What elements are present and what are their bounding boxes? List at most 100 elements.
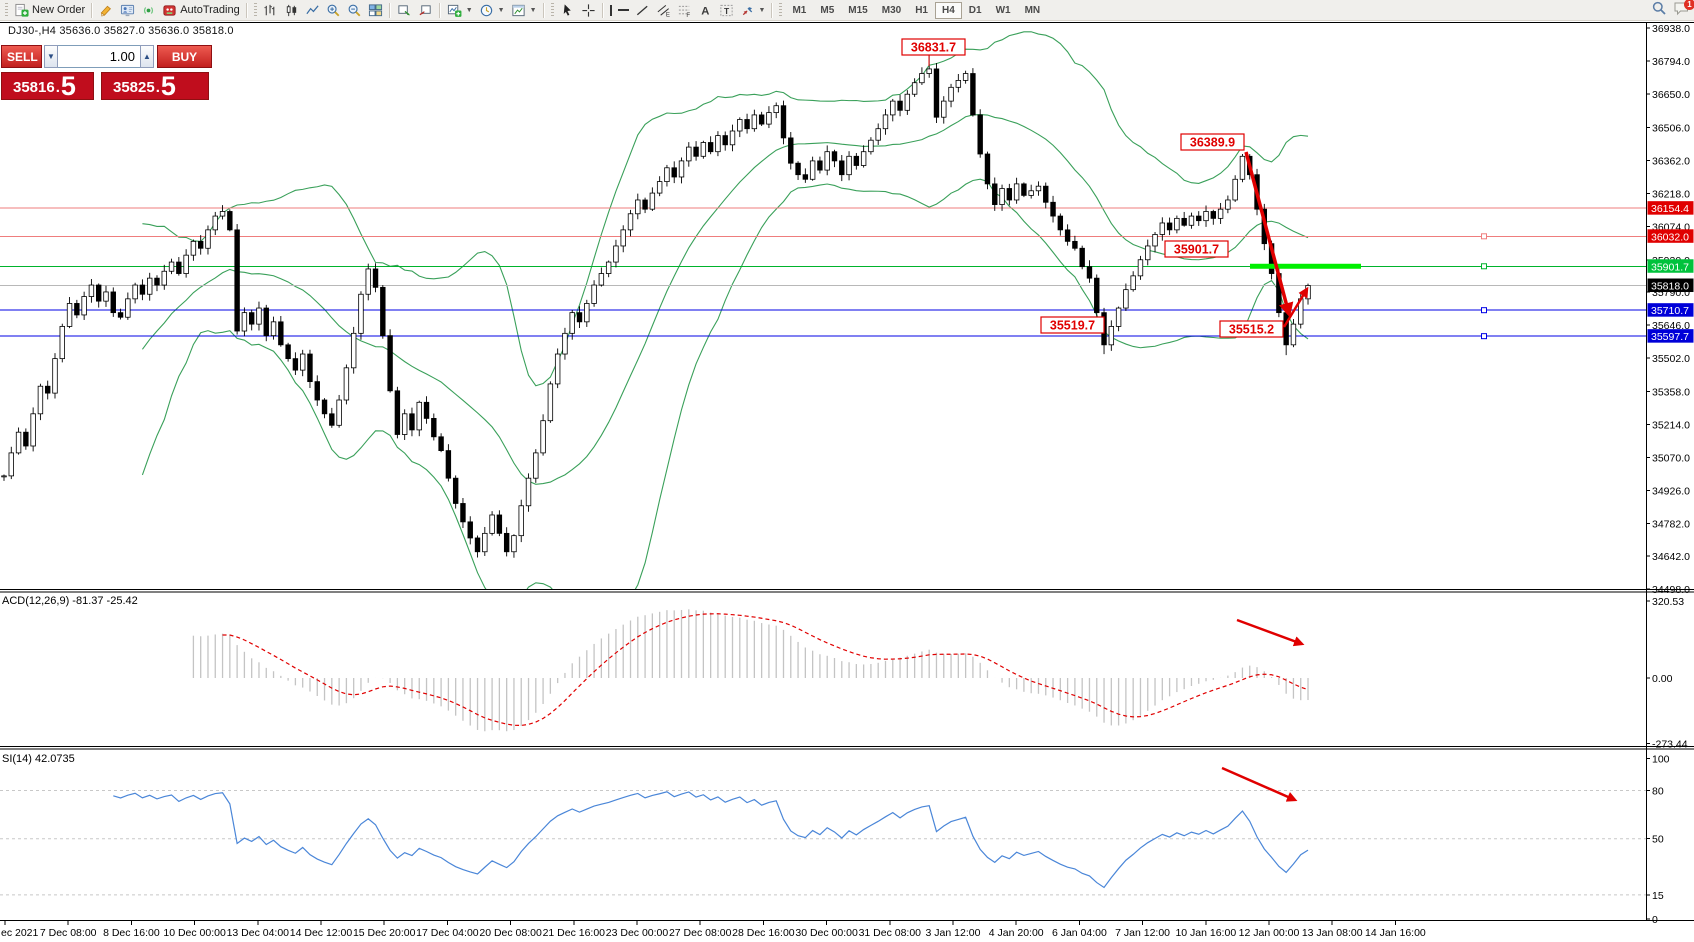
timeframe-h1-button[interactable]: H1 <box>915 4 928 16</box>
macd-axis-label: 320.53 <box>1652 596 1684 608</box>
time-axis-label: 10 Dec 00:00 <box>163 927 226 939</box>
metaeditor-button[interactable] <box>117 1 138 19</box>
sell-price-display[interactable]: 35816 . 5 <box>1 72 94 100</box>
dropdown-caret-icon[interactable]: ▼ <box>758 6 766 14</box>
cursor-tool-button[interactable] <box>557 1 578 19</box>
sell-button[interactable]: SELL <box>1 45 42 68</box>
bar-chart-mode-button[interactable] <box>260 1 281 19</box>
timeframe-m5-button[interactable]: M5 <box>820 4 835 16</box>
time-axis-label: 20 Dec 08:00 <box>479 927 542 939</box>
time-axis-label: 10 Jan 16:00 <box>1175 927 1236 939</box>
fibonacci-icon: F <box>677 3 692 18</box>
timeframe-m15-button[interactable]: M15 <box>848 4 868 16</box>
crayon-icon <box>99 3 114 18</box>
price-annotation-box[interactable] <box>901 38 966 56</box>
timeframe-h4-button[interactable]: H4 <box>934 1 962 19</box>
notifications-button[interactable]: 1 <box>1673 0 1694 21</box>
new-order-icon <box>14 3 29 18</box>
line-anchor-marker[interactable] <box>1481 263 1487 270</box>
trend-arrow[interactable] <box>1236 618 1305 647</box>
chart-shift-button[interactable] <box>415 1 436 19</box>
equidistant-channel-tool-button[interactable]: E <box>653 1 674 19</box>
vertical-line-tool-button[interactable] <box>607 1 615 19</box>
macd-signal-line <box>222 613 1309 727</box>
price-annotation-box[interactable] <box>1164 240 1229 258</box>
arrows-tool-button[interactable]: ▼ <box>737 1 769 19</box>
price-annotation-box[interactable] <box>1040 316 1105 334</box>
support-highlight-segment[interactable] <box>1250 263 1361 269</box>
toolbar-grip[interactable] <box>253 3 257 17</box>
timeframe-m30-button[interactable]: M30 <box>881 4 902 16</box>
line-anchor-marker[interactable] <box>1481 233 1487 240</box>
price-annotation-text: 35515.2 <box>1229 323 1274 337</box>
line-chart-mode-button[interactable] <box>302 1 323 19</box>
auto-scroll-icon <box>397 3 412 18</box>
timeframe-w1-button[interactable]: W1 <box>995 4 1011 16</box>
price-axis-tick-label: 36506.0 <box>1652 122 1690 134</box>
buy-price-fraction: 5 <box>160 71 176 101</box>
separator <box>771 2 774 18</box>
macd-axis-label: 0.00 <box>1652 673 1673 685</box>
toolbar-grip[interactable] <box>779 3 783 17</box>
timeframe-d1-button[interactable]: D1 <box>968 4 982 16</box>
trend-arrow[interactable] <box>1221 766 1298 802</box>
auto-scroll-button[interactable] <box>394 1 415 19</box>
buy-price-display[interactable]: 35825 . 5 <box>101 72 209 100</box>
price-annotation-text: 35901.7 <box>1174 243 1219 257</box>
tile-windows-button[interactable] <box>365 1 386 19</box>
dropdown-caret-icon[interactable]: ▼ <box>497 6 505 14</box>
price-annotation-box[interactable] <box>1180 133 1245 151</box>
price-axis-tick-label: 36362.0 <box>1652 155 1690 167</box>
separator <box>601 2 604 18</box>
line-anchor-marker[interactable] <box>1481 307 1487 314</box>
candlestick-mode-button[interactable] <box>281 1 302 19</box>
time-axis-label: 17 Dec 04:00 <box>416 927 479 939</box>
horizontal-line-tool-button[interactable] <box>615 1 632 19</box>
time-axis-label: 31 Dec 08:00 <box>859 927 922 939</box>
volume-increase-button[interactable]: ▲ <box>140 45 154 68</box>
toolbar-grip[interactable] <box>5 3 8 17</box>
chart-shift-icon <box>418 3 433 18</box>
cursor-icon <box>560 3 575 18</box>
volume-input[interactable] <box>58 45 140 68</box>
arrows-icon <box>740 3 755 18</box>
autotrading-button[interactable]: AutoTrading <box>159 1 243 19</box>
trend-arrow[interactable] <box>1282 286 1309 328</box>
dropdown-caret-icon[interactable]: ▼ <box>529 6 537 14</box>
time-axis-label: 28 Dec 16:00 <box>732 927 795 939</box>
new-order-button[interactable]: New Order <box>11 1 88 19</box>
signals-button[interactable] <box>138 1 159 19</box>
search-icon[interactable] <box>1651 0 1667 21</box>
time-axis-label: 14 Jan 16:00 <box>1365 927 1426 939</box>
templates-button[interactable]: ▼ <box>508 1 540 19</box>
text-label-tool-button[interactable]: T <box>716 1 737 19</box>
price-axis-tick-label: 34926.0 <box>1652 486 1690 498</box>
fibonacci-tool-button[interactable]: F <box>674 1 695 19</box>
trendline-tool-button[interactable] <box>632 1 653 19</box>
crayon-tool-button[interactable] <box>96 1 117 19</box>
vertical-line-icon <box>609 4 612 16</box>
indicators-button[interactable]: ▼ <box>444 1 476 19</box>
price-axis-tick-label: 35646.0 <box>1652 320 1690 332</box>
periods-button[interactable]: ▼ <box>476 1 508 19</box>
price-axis-tick-label: 35502.0 <box>1652 353 1690 365</box>
text-tool-button[interactable]: A <box>695 1 716 19</box>
trend-arrow[interactable] <box>1244 151 1294 318</box>
timeframe-m1-button[interactable]: M1 <box>792 4 807 16</box>
volume-decrease-button[interactable]: ▼ <box>44 45 58 68</box>
zoom-out-button[interactable] <box>344 1 365 19</box>
price-annotation-box[interactable] <box>1219 320 1284 338</box>
zoom-in-button[interactable] <box>323 1 344 19</box>
price-axis-tick-label: 36794.0 <box>1652 56 1690 68</box>
toolbar-grip[interactable] <box>550 3 554 17</box>
rsi-axis-label: 0 <box>1652 914 1658 926</box>
text-tool-icon: A <box>698 3 713 18</box>
time-axis-label: 13 Jan 08:00 <box>1302 927 1363 939</box>
buy-button[interactable]: BUY <box>157 45 212 68</box>
bollinger-band-line <box>141 114 1309 485</box>
line-anchor-marker[interactable] <box>1481 333 1487 340</box>
crosshair-tool-button[interactable] <box>578 1 599 19</box>
timeframe-mn-button[interactable]: MN <box>1024 4 1041 16</box>
dropdown-caret-icon[interactable]: ▼ <box>465 6 473 14</box>
